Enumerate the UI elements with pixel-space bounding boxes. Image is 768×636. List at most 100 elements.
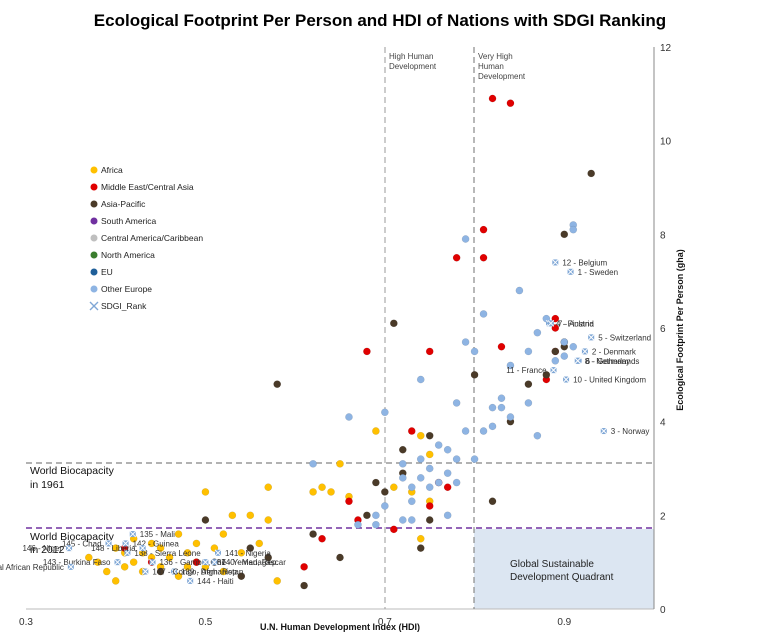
data-point: [560, 352, 569, 360]
ranked-country-label: 135 - Mali: [140, 530, 175, 539]
ranked-country-label: 3 - Norway: [611, 427, 650, 436]
sustainable-quadrant: [474, 529, 654, 609]
sdgi-rank-cross: [562, 376, 570, 383]
sdgi-rank-cross: [202, 558, 209, 566]
legend-label: South America: [101, 216, 157, 226]
data-point: [425, 483, 434, 492]
sdgi-rank-cross: [65, 544, 73, 552]
data-point: [506, 99, 515, 108]
data-point: [372, 478, 380, 487]
data-point: [363, 511, 371, 520]
data-point: [201, 488, 210, 496]
data-point: [461, 427, 470, 435]
legend-label: Middle East/Central Asia: [101, 182, 194, 192]
data-point: [425, 347, 434, 356]
data-point: [506, 413, 515, 421]
data-point: [524, 380, 533, 389]
label-very-high-hdi-2: Human: [478, 62, 504, 71]
data-point: [345, 497, 353, 506]
data-point: [425, 431, 434, 440]
points-layer: [84, 94, 596, 590]
data-point: [560, 230, 569, 239]
ranked-country-label: 144 - Haiti: [197, 577, 234, 586]
data-point: [264, 553, 273, 562]
x-tick-label: 0.9: [557, 617, 571, 628]
data-point: [174, 530, 183, 538]
label-biocapacity-1961-2: in 1961: [30, 479, 65, 491]
y-tick-label: 6: [660, 324, 666, 335]
y-tick-label: 2: [660, 511, 666, 522]
data-point: [443, 469, 452, 478]
sdgi-rank-cross: [67, 563, 75, 571]
ranked-country-label: 140 - Madagascar: [221, 558, 286, 567]
data-point: [551, 347, 560, 356]
data-point: [309, 530, 317, 538]
data-point: [336, 459, 344, 468]
ranked-country-label: 146 - Niger: [22, 544, 62, 553]
data-point: [470, 370, 479, 379]
sdgi-rank-cross: [600, 427, 608, 435]
data-point: [452, 253, 461, 262]
data-point: [372, 520, 380, 529]
data-point: [416, 431, 425, 440]
ranked-country-label: 4 - Finland: [556, 319, 594, 328]
data-point: [452, 399, 461, 407]
data-point: [497, 342, 506, 351]
data-point: [587, 169, 596, 178]
ranked-country-label: 6 - Germany: [586, 357, 630, 366]
data-point: [102, 567, 111, 576]
quadrant-label-1: Global Sustainable: [510, 559, 594, 570]
data-point: [425, 464, 434, 473]
data-point: [246, 544, 255, 552]
data-point: [300, 581, 308, 590]
ranked-country-label: 148 - Liberia: [91, 544, 136, 553]
legend-marker: [89, 301, 99, 311]
quadrant-label-2: Development Quadrant: [510, 572, 614, 583]
sdgi-rank-cross: [139, 544, 146, 552]
data-point: [156, 567, 165, 576]
ticks-layer: 0.3 0.5 0.7 0.9 0 2 4 6 8 10 12: [19, 43, 672, 628]
data-point: [129, 558, 138, 567]
data-point: [488, 497, 497, 506]
sdgi-rank-cross: [214, 549, 222, 557]
data-point: [273, 577, 282, 585]
data-point: [372, 427, 380, 435]
data-point: [354, 520, 362, 529]
data-point: [533, 431, 542, 440]
data-point: [93, 558, 102, 567]
legend-label: Asia-Pacific: [101, 199, 146, 209]
x-tick-label: 0.5: [198, 617, 212, 628]
ranked-layer: 1 - Sweden 2 - Denmark 3 - Norway 4 - Finla…: [0, 258, 651, 585]
legend: Africa Middle East/Central Asia Asia-Pacif…: [89, 165, 203, 311]
sdgi-rank-cross: [186, 577, 194, 585]
data-point: [488, 422, 497, 431]
data-point: [318, 534, 326, 543]
ranked-country-label: 10 - United Kingdom: [573, 376, 646, 385]
ranked-country-label: 149 - Central African Republic: [0, 563, 64, 572]
data-point: [228, 511, 237, 520]
legend-marker: [90, 200, 98, 208]
data-point: [192, 539, 201, 548]
y-tick-label: 12: [660, 43, 672, 54]
data-point: [488, 403, 497, 412]
data-point: [497, 403, 506, 412]
sdgi-rank-cross: [550, 366, 557, 374]
data-point: [336, 553, 344, 562]
data-point: [237, 548, 246, 557]
data-point: [416, 474, 425, 482]
legend-marker: [90, 217, 98, 225]
sdgi-rank-cross: [581, 348, 589, 355]
sdgi-rank-cross: [211, 558, 218, 566]
ranked-country-label: 138 - Sierra Leone: [134, 549, 201, 558]
ranked-country-label: 12 - Belgium: [562, 258, 607, 267]
data-point: [416, 455, 425, 463]
data-point: [255, 539, 264, 548]
sdgi-rank-cross: [587, 334, 595, 341]
sdgi-rank-cross: [141, 568, 149, 575]
data-point: [264, 483, 273, 492]
data-point: [542, 370, 551, 379]
data-point: [443, 511, 452, 520]
y-tick-label: 4: [660, 418, 666, 429]
data-point: [309, 488, 317, 496]
data-point: [488, 94, 497, 103]
